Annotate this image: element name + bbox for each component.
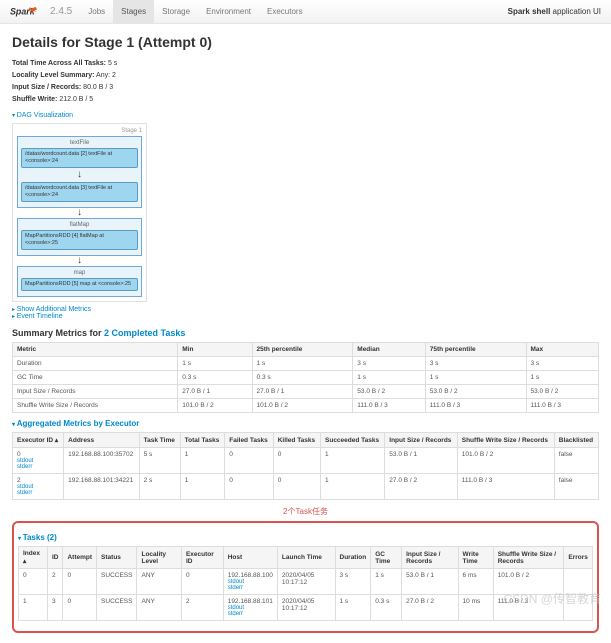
aggregated-metrics-toggle[interactable]: Aggregated Metrics by Executor (12, 419, 599, 428)
col-header[interactable]: Total Tasks (180, 433, 225, 448)
col-header[interactable]: Killed Tasks (273, 433, 320, 448)
col-header[interactable]: Input Size / Records (385, 433, 457, 448)
dag-op-label: flatMap (21, 222, 138, 228)
col-header[interactable]: Executor ID ▴ (13, 433, 64, 448)
col-header[interactable]: Input Size / Records (402, 547, 458, 569)
stderr-link[interactable]: stderr (17, 464, 59, 470)
svg-text:Spark: Spark (10, 6, 36, 16)
col-header[interactable]: Shuffle Write Size / Records (493, 547, 564, 569)
table-row: Duration1 s1 s3 s3 s3 s (13, 357, 599, 371)
dag-arrow: ↓ (17, 208, 142, 218)
col-header[interactable]: Task Time (139, 433, 180, 448)
col-header[interactable]: Host (223, 547, 277, 569)
col-header[interactable]: 75th percentile (425, 343, 526, 357)
table-row: Shuffle Write Size / Records101.0 B / 21… (13, 399, 599, 413)
show-additional-metrics[interactable]: Show Additional Metrics (12, 306, 599, 313)
completed-tasks-link[interactable]: 2 Completed Tasks (104, 328, 185, 338)
dag-visualization-toggle[interactable]: DAG Visualization (12, 112, 599, 119)
summary-metrics-title: Summary Metrics for 2 Completed Tasks (12, 328, 599, 338)
page-title: Details for Stage 1 (Attempt 0) (12, 34, 599, 50)
tasks-table: Index ▴IDAttemptStatusLocality LevelExec… (18, 546, 593, 621)
col-header[interactable]: Address (64, 433, 139, 448)
col-header[interactable]: Attempt (63, 547, 97, 569)
rdd-node[interactable]: /datas/wordcount.data [2] textFile at <c… (21, 148, 138, 168)
col-header[interactable]: Min (178, 343, 252, 357)
dag-op-label: map (21, 270, 138, 276)
col-header[interactable]: Errors (564, 547, 593, 569)
stage-summary: Total Time Across All Tasks: 5 sLocality… (12, 58, 599, 106)
version-label: 2.4.5 (50, 6, 72, 17)
col-header[interactable]: Blacklisted (554, 433, 598, 448)
col-header[interactable]: Executor ID (181, 547, 223, 569)
rdd-node[interactable]: MapPartitionsRDD [4] flatMap at <console… (21, 230, 138, 250)
col-header[interactable]: Index ▴ (19, 547, 48, 569)
dag-visualization: Stage 1 textFile/datas/wordcount.data [2… (12, 123, 147, 302)
col-header[interactable]: Status (97, 547, 137, 569)
col-header[interactable]: Launch Time (277, 547, 335, 569)
col-header[interactable]: Succeeded Tasks (321, 433, 385, 448)
table-row: 0stdoutstderr192.168.88.100:357025 s1001… (13, 448, 599, 474)
summary-item: Input Size / Records: 80.0 B / 3 (12, 82, 599, 94)
aggregated-metrics-table: Executor ID ▴AddressTask TimeTotal Tasks… (12, 432, 599, 500)
stderr-link[interactable]: stderr (228, 611, 273, 617)
table-row: 020SUCCESSANY0192.168.88.100stdoutstderr… (19, 569, 593, 595)
stderr-link[interactable]: stderr (228, 585, 273, 591)
dag-arrow: ↓ (17, 256, 142, 266)
summary-item: Locality Level Summary: Any: 2 (12, 70, 599, 82)
nav-storage[interactable]: Storage (154, 0, 198, 24)
col-header[interactable]: Locality Level (137, 547, 181, 569)
nav-executors[interactable]: Executors (259, 0, 311, 24)
col-header[interactable]: Metric (13, 343, 178, 357)
nav-tabs: JobsStagesStorageEnvironmentExecutors (80, 0, 507, 24)
col-header[interactable]: 25th percentile (252, 343, 353, 357)
stderr-link[interactable]: stderr (17, 490, 59, 496)
col-header[interactable]: ID (47, 547, 63, 569)
summary-metrics-table: MetricMin25th percentileMedian75th perce… (12, 342, 599, 413)
dag-op-label: textFile (21, 140, 138, 146)
table-row: GC Time0.3 s0.3 s1 s1 s1 s (13, 371, 599, 385)
navbar: Spark 2.4.5 JobsStagesStorageEnvironment… (0, 0, 611, 24)
col-header[interactable]: Duration (335, 547, 371, 569)
tasks-annotation: 2个Task任务 (12, 506, 599, 517)
nav-jobs[interactable]: Jobs (80, 0, 113, 24)
dag-cluster: flatMap MapPartitionsRDD [4] flatMap at <… (17, 218, 142, 256)
col-header[interactable]: Median (353, 343, 425, 357)
brand-logo[interactable]: Spark 2.4.5 (10, 4, 72, 20)
col-header[interactable]: GC Time (371, 547, 402, 569)
event-timeline[interactable]: Event Timeline (12, 313, 599, 320)
col-header[interactable]: Write Time (458, 547, 493, 569)
dag-cluster: textFile/datas/wordcount.data [2] textFi… (17, 136, 142, 208)
rdd-node[interactable]: MapPartitionsRDD [5] map at <console>:25 (21, 278, 138, 291)
col-header[interactable]: Shuffle Write Size / Records (457, 433, 554, 448)
tasks-toggle[interactable]: Tasks (2) (18, 533, 593, 542)
table-row: 130SUCCESSANY2192.168.88.101stdoutstderr… (19, 595, 593, 621)
nav-stages[interactable]: Stages (113, 0, 154, 24)
table-row: Input Size / Records27.0 B / 127.0 B / 1… (13, 385, 599, 399)
summary-item: Shuffle Write: 212.0 B / 5 (12, 94, 599, 106)
rdd-node[interactable]: /datas/wordcount.data [3] textFile at <c… (21, 182, 138, 202)
nav-environment[interactable]: Environment (198, 0, 259, 24)
col-header[interactable]: Max (526, 343, 599, 357)
app-name: Spark shell application UI (508, 7, 601, 16)
dag-stage-label: Stage 1 (17, 128, 142, 134)
tasks-section: Tasks (2) Index ▴IDAttemptStatusLocality… (12, 521, 599, 633)
dag-cluster: map MapPartitionsRDD [5] map at <console>… (17, 266, 142, 297)
summary-item: Total Time Across All Tasks: 5 s (12, 58, 599, 70)
col-header[interactable]: Failed Tasks (225, 433, 273, 448)
table-row: 2stdoutstderr192.168.88.101:342212 s1001… (13, 474, 599, 500)
